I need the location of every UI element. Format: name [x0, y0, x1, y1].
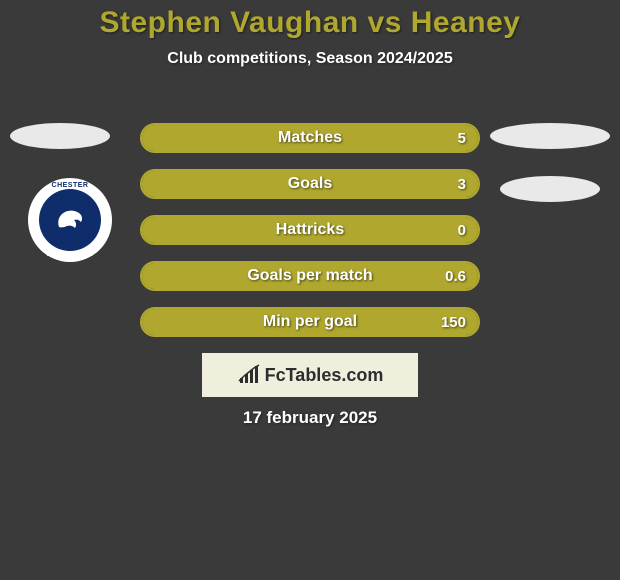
comparison-title: Stephen Vaughan vs Heaney	[0, 0, 620, 40]
stat-row: Matches5	[140, 123, 480, 153]
stat-value: 5	[458, 125, 466, 151]
bar-chart-icon	[237, 364, 261, 386]
stat-value: 150	[441, 309, 466, 335]
player-right-club-placeholder	[500, 176, 600, 202]
stat-label: Matches	[142, 125, 478, 151]
club-name-top: CHESTER	[28, 182, 112, 189]
stat-row: Goals3	[140, 169, 480, 199]
competition-subtitle: Club competitions, Season 2024/2025	[0, 50, 620, 68]
brand-attribution: FcTables.com	[202, 353, 418, 397]
stat-row: Hattricks0	[140, 215, 480, 245]
stat-value: 0	[458, 217, 466, 243]
stat-label: Min per goal	[142, 309, 478, 335]
stat-value: 3	[458, 171, 466, 197]
player-left-club-badge: CHESTER FOOTBALL CLUB	[28, 178, 112, 262]
stats-container: Matches5Goals3Hattricks0Goals per match0…	[140, 123, 480, 353]
stat-label: Hattricks	[142, 217, 478, 243]
club-name-bottom: FOOTBALL CLUB	[28, 252, 112, 258]
comparison-date: 17 february 2025	[0, 408, 620, 428]
stat-label: Goals per match	[142, 263, 478, 289]
club-animal-icon	[53, 207, 87, 233]
brand-text: FcTables.com	[265, 365, 384, 386]
stat-row: Goals per match0.6	[140, 261, 480, 291]
stat-value: 0.6	[445, 263, 466, 289]
player-right-silhouette	[490, 123, 610, 149]
stat-row: Min per goal150	[140, 307, 480, 337]
stat-label: Goals	[142, 171, 478, 197]
player-left-silhouette	[10, 123, 110, 149]
